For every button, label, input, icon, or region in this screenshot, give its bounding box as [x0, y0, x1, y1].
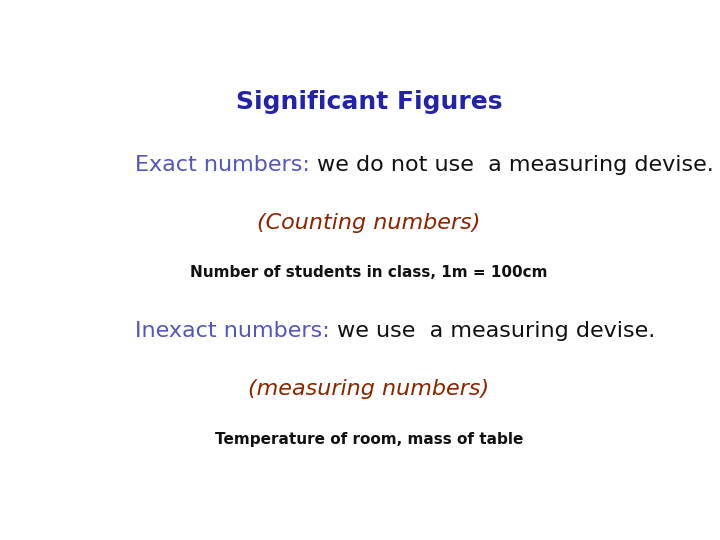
Text: Inexact numbers:: Inexact numbers: [135, 321, 336, 341]
Text: we use  a measuring devise.: we use a measuring devise. [336, 321, 654, 341]
Text: (Counting numbers): (Counting numbers) [257, 213, 481, 233]
Text: Significant Figures: Significant Figures [235, 90, 503, 114]
Text: Temperature of room, mass of table: Temperature of room, mass of table [215, 431, 523, 447]
Text: Number of students in class, 1m = 100cm: Number of students in class, 1m = 100cm [190, 265, 548, 280]
Text: (measuring numbers): (measuring numbers) [248, 379, 490, 399]
Text: Exact numbers:: Exact numbers: [135, 154, 317, 174]
Text: we do not use  a measuring devise.: we do not use a measuring devise. [317, 154, 714, 174]
